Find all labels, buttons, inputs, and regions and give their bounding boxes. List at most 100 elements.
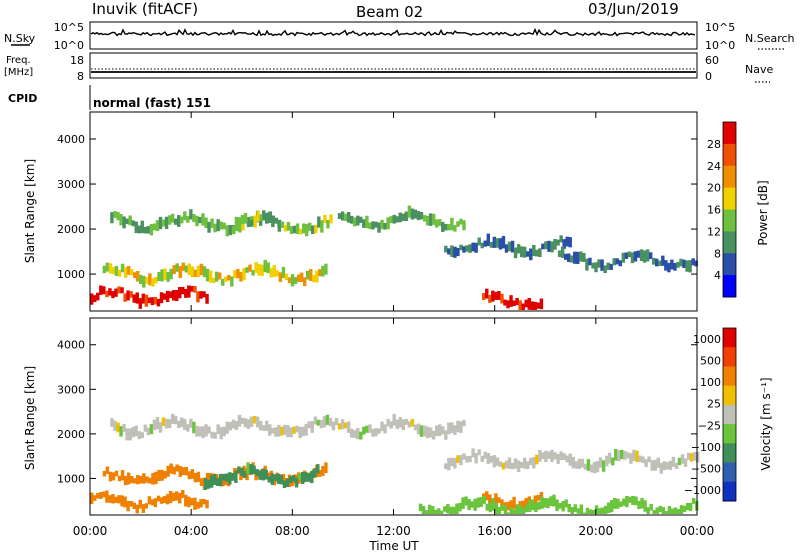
cpid-label: CPID [8, 92, 37, 105]
heatmap-cell [506, 300, 510, 309]
heatmap-cell [271, 215, 276, 223]
heatmap-cell [509, 507, 514, 514]
heatmap-cell [534, 503, 538, 512]
heatmap-cell [317, 216, 321, 228]
colorbar-segment [723, 366, 736, 387]
heatmap-cell [486, 233, 491, 247]
heatmap-cell [120, 469, 125, 481]
heatmap-cell [221, 477, 225, 487]
heatmap-cell [543, 498, 547, 508]
heatmap-cell [576, 508, 581, 514]
nsearch-tick-bottom: 10^0 [705, 39, 735, 52]
heatmap-cell [359, 216, 363, 224]
heatmap-cell [557, 250, 562, 258]
heatmap-cell [617, 450, 621, 462]
cpid-mode: normal (fast) 151 [93, 96, 211, 110]
heatmap-cell [560, 246, 565, 258]
heatmap-cell [141, 293, 146, 304]
heatmap-cell [169, 463, 173, 474]
heatmap-cell [138, 499, 142, 509]
heatmap-cell [383, 222, 387, 230]
heatmap-cell [221, 278, 225, 286]
heatmap-cell [603, 265, 607, 274]
heatmap-cell [164, 418, 169, 429]
heatmap-cell [163, 471, 167, 479]
heatmap-cell [157, 469, 161, 482]
y-tick-label: 2000 [57, 428, 85, 441]
heatmap-cell [670, 508, 675, 514]
heatmap-cell [295, 425, 299, 433]
heatmap-cell [676, 261, 680, 268]
heatmap-cell [132, 502, 136, 509]
heatmap-cell [147, 496, 152, 505]
colorbar-frame [722, 121, 737, 298]
heatmap-cell [527, 298, 531, 310]
heatmap-cell [291, 475, 296, 482]
heatmap-cell [682, 259, 686, 269]
heatmap-cell [93, 295, 97, 303]
heatmap-cell [132, 478, 137, 484]
heatmap-cell [117, 495, 121, 504]
heatmap-cell [307, 473, 311, 482]
heatmap-cell [380, 219, 384, 230]
heatmap-cell [258, 470, 262, 480]
heatmap-cell [275, 270, 280, 277]
heatmap-cell [122, 216, 126, 229]
heatmap-cell [324, 263, 328, 275]
heatmap-cell [102, 286, 106, 295]
heatmap-cell [126, 290, 130, 301]
velocity-ylabel: Slant Range [km] [23, 366, 37, 470]
heatmap-cell [143, 424, 148, 432]
heatmap-cell [343, 422, 348, 429]
heatmap-cell [488, 502, 493, 513]
heatmap-cell [210, 431, 214, 439]
heatmap-cell [281, 266, 286, 279]
heatmap-cell [565, 455, 569, 463]
heatmap-cell [579, 251, 583, 262]
heatmap-cell [119, 214, 123, 226]
heatmap-cell [120, 287, 124, 294]
heatmap-cell [303, 472, 308, 482]
heatmap-cell [489, 241, 494, 248]
heatmap-cell [531, 499, 535, 511]
heatmap-cell [164, 216, 169, 229]
heatmap-cell [552, 494, 556, 507]
heatmap-cell [165, 290, 170, 303]
heatmap-cell [643, 500, 647, 512]
heatmap-cell [266, 472, 270, 479]
heatmap-cell [322, 416, 327, 428]
heatmap-cell [488, 294, 492, 303]
heatmap-cell [398, 417, 402, 428]
heatmap-cell [641, 456, 645, 464]
heatmap-cell [211, 277, 216, 284]
colorbar-tick-label: 100 [700, 376, 721, 389]
heatmap-cell [293, 277, 298, 284]
heatmap-cell [135, 292, 139, 304]
heatmap-cell [509, 500, 513, 512]
heatmap-cell [453, 458, 457, 469]
heatmap-cell [563, 253, 568, 260]
heatmap-cell [494, 291, 498, 300]
heatmap-cell [461, 497, 465, 509]
heatmap-cell [323, 214, 327, 224]
power-y-ticks: 1000 2000 3000 4000 [57, 133, 697, 281]
heatmap-cell [633, 251, 638, 262]
heatmap-cell [503, 505, 508, 514]
heatmap-cell [111, 291, 115, 299]
heatmap-cell [591, 509, 596, 514]
heatmap-cell [562, 453, 566, 461]
heatmap-cell [644, 459, 648, 468]
heatmap-cell [158, 216, 163, 230]
power-heatmap-cells [90, 205, 698, 310]
heatmap-cell [453, 425, 457, 436]
heatmap-cell [90, 293, 94, 305]
heatmap-cell [238, 224, 242, 233]
heatmap-cell [524, 299, 528, 308]
heatmap-cell [659, 462, 664, 474]
heatmap-cell [266, 262, 270, 274]
heatmap-cell [230, 276, 234, 287]
heatmap-cell [245, 468, 249, 481]
heatmap-cell [425, 426, 430, 439]
heatmap-cell [588, 257, 592, 266]
